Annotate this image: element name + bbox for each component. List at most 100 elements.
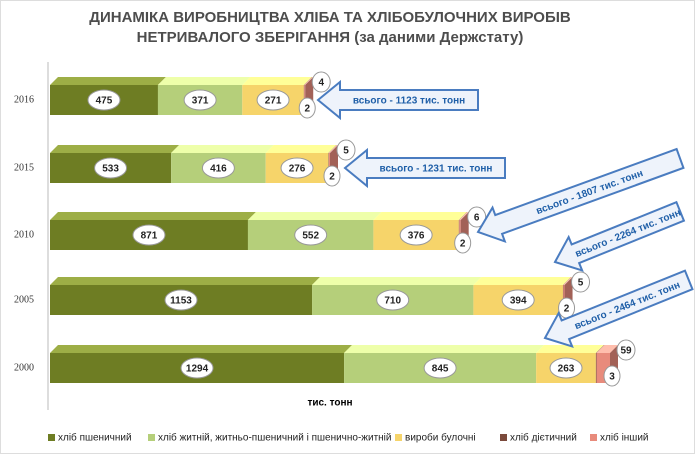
value-label: 710: [384, 296, 401, 307]
value-label: 271: [265, 96, 282, 107]
bar-top: [459, 212, 469, 220]
bar-top: [242, 77, 312, 85]
value-label-bg: [376, 289, 410, 311]
value-label: 276: [289, 164, 306, 175]
value-label: 59: [620, 346, 632, 357]
value-label-bg: [180, 357, 214, 379]
legend-swatch: [500, 434, 507, 441]
bar-top: [563, 277, 573, 285]
value-label-bg: [298, 97, 316, 119]
value-label: 845: [432, 364, 449, 375]
legend-label: хліб житній, житньо-пшеничний і пшенично…: [158, 432, 392, 444]
value-label-bg: [616, 339, 636, 361]
legend-label: хліб дієтичний: [510, 432, 577, 444]
arrow-shape: [476, 147, 685, 244]
bar-top: [50, 212, 256, 220]
legend-swatch: [48, 434, 55, 441]
bar-top: [50, 145, 180, 153]
legend-label: хліб інший: [600, 432, 649, 444]
chart-title: ДИНАМІКА ВИРОБНИЦТВА ХЛІБА ТА ХЛІБОБУЛОЧ…: [89, 9, 571, 26]
bar: [595, 353, 597, 383]
legend-swatch: [395, 434, 402, 441]
value-label-bg: [311, 71, 331, 93]
bar-top: [50, 277, 321, 285]
value-label: 2: [329, 172, 335, 183]
value-label: 371: [192, 96, 209, 107]
bar-top: [328, 145, 338, 153]
x-axis-label: тис. тонн: [307, 398, 352, 409]
value-label: 416: [210, 164, 227, 175]
value-label-bg: [323, 165, 341, 187]
value-label: 376: [408, 231, 425, 242]
bar-top: [265, 145, 337, 153]
legend-label: вироби булочні: [405, 432, 476, 444]
value-label: 475: [96, 96, 113, 107]
y-tick-label: 2015: [14, 162, 34, 173]
value-label-bg: [256, 89, 290, 111]
value-label: 263: [558, 364, 575, 375]
value-label-bg: [201, 157, 235, 179]
arrow-shape: [543, 269, 694, 349]
bar-top: [458, 212, 468, 220]
annotation: всього - 1231 тис. тонн: [380, 164, 493, 175]
value-label: 2: [564, 304, 570, 315]
value-label: 394: [510, 296, 527, 307]
legend-swatch: [148, 434, 155, 441]
bar-top: [50, 345, 353, 353]
bar-top: [595, 345, 605, 353]
bar-top: [596, 345, 618, 353]
annotation: всього - 1123 тис. тонн: [353, 96, 465, 107]
bar-top: [247, 212, 382, 220]
value-label-bg: [603, 365, 621, 387]
value-label: 1153: [170, 296, 192, 307]
value-label-bg: [501, 289, 535, 311]
value-label-bg: [399, 224, 433, 246]
value-label: 2: [460, 239, 466, 250]
value-label: 871: [141, 231, 158, 242]
y-tick-label: 2005: [14, 294, 34, 305]
value-label-bg: [94, 157, 128, 179]
value-label-bg: [549, 357, 583, 379]
value-label-bg: [164, 289, 198, 311]
arrow-shape: [553, 200, 686, 273]
value-label-bg: [87, 89, 121, 111]
value-label-bg: [280, 157, 314, 179]
bar-top: [312, 277, 482, 285]
value-label: 4: [318, 78, 324, 89]
legend-swatch: [590, 434, 597, 441]
value-label: 552: [302, 231, 319, 242]
bar-top: [303, 77, 313, 85]
bar-top: [473, 277, 571, 285]
bar-top: [328, 145, 337, 153]
y-tick-label: 2000: [14, 362, 34, 373]
value-label-bg: [183, 89, 217, 111]
legend-label: хліб пшеничний: [58, 432, 132, 444]
bar-top: [373, 212, 467, 220]
total-arrow: всього - 1231 тис. тонн: [343, 147, 506, 189]
value-label-bg: [571, 271, 591, 293]
value-label-bg: [467, 206, 487, 228]
chart-title: НЕТРИВАЛОГО ЗБЕРІГАННЯ (за даними Держст…: [137, 29, 524, 46]
bar-top: [171, 145, 274, 153]
y-tick-label: 2010: [14, 229, 34, 240]
bar-top: [536, 345, 604, 353]
y-tick-label: 2016: [14, 94, 34, 105]
value-label-bg: [132, 224, 166, 246]
bar-top: [344, 345, 545, 353]
value-label: 533: [102, 164, 119, 175]
bar-top: [157, 77, 251, 85]
value-label: 6: [474, 213, 480, 224]
value-label-bg: [454, 232, 472, 254]
value-label: 5: [343, 146, 349, 157]
bar-top: [50, 77, 166, 85]
value-label: 2: [304, 104, 310, 115]
value-label-bg: [294, 224, 328, 246]
value-label: 1294: [186, 364, 209, 375]
arrow-shape: [316, 79, 479, 121]
value-label: 5: [578, 278, 584, 289]
arrow-shape: [343, 147, 506, 189]
bar-top: [562, 277, 572, 285]
value-label-bg: [423, 357, 457, 379]
value-label-bg: [336, 139, 356, 161]
